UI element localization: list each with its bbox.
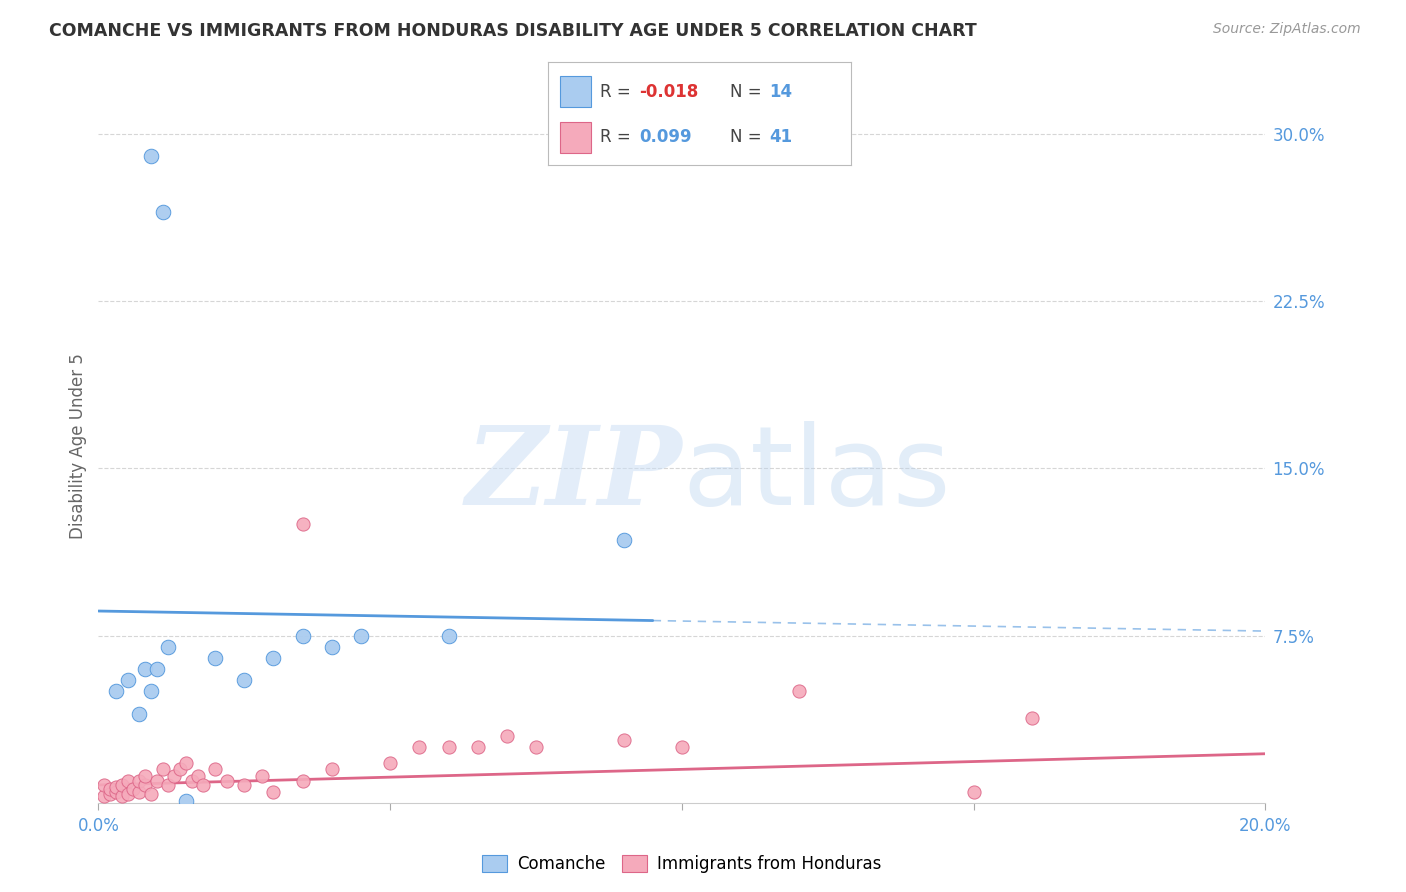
Point (163, 769, 186, 783)
Point (187, 769, 209, 783)
Point (962, 785, 984, 799)
Point (612, 533, 634, 547)
Text: 14: 14 (769, 83, 792, 101)
Point (134, 662, 156, 676)
Text: atlas: atlas (682, 421, 950, 528)
Point (104, 785, 127, 799)
Point (204, 762, 226, 776)
Text: 41: 41 (769, 128, 792, 146)
Point (98, 787, 121, 801)
Point (193, 778, 215, 792)
Text: COMANCHE VS IMMIGRANTS FROM HONDURAS DISABILITY AGE UNDER 5 CORRELATION CHART: COMANCHE VS IMMIGRANTS FROM HONDURAS DIS… (49, 22, 977, 40)
Point (524, 740, 547, 755)
Point (262, 785, 284, 799)
Point (134, 778, 156, 792)
Point (152, 204, 174, 219)
Point (612, 733, 634, 747)
Point (111, 778, 134, 792)
Point (291, 628, 314, 642)
Text: R =: R = (600, 128, 636, 146)
Point (157, 640, 180, 654)
Text: N =: N = (730, 128, 766, 146)
Point (169, 762, 191, 776)
Point (291, 773, 314, 788)
Text: ZIP: ZIP (465, 421, 682, 528)
Point (128, 773, 150, 788)
Point (262, 651, 284, 665)
Point (408, 740, 430, 755)
Point (250, 769, 273, 783)
Point (93, 778, 115, 792)
Point (128, 785, 150, 799)
Point (134, 769, 156, 783)
Y-axis label: Disability Age Under 5: Disability Age Under 5 (69, 353, 87, 539)
FancyBboxPatch shape (561, 122, 591, 153)
Point (495, 729, 517, 743)
FancyBboxPatch shape (561, 76, 591, 106)
Point (233, 778, 256, 792)
Legend: Comanche, Immigrants from Honduras: Comanche, Immigrants from Honduras (475, 848, 889, 880)
Point (122, 782, 145, 797)
Point (157, 778, 180, 792)
Point (117, 787, 139, 801)
Point (139, 787, 162, 801)
Point (437, 740, 460, 755)
Point (117, 673, 139, 687)
Point (180, 773, 202, 788)
Point (467, 740, 489, 755)
Point (146, 773, 169, 788)
Point (93, 789, 115, 803)
Point (204, 651, 226, 665)
Point (671, 740, 693, 755)
Point (128, 706, 150, 721)
Text: R =: R = (600, 83, 636, 101)
Point (350, 628, 373, 642)
Point (104, 684, 127, 698)
Point (174, 756, 197, 770)
Point (321, 762, 343, 776)
Point (104, 780, 127, 794)
Point (215, 773, 238, 788)
Point (378, 756, 402, 770)
Point (111, 789, 134, 803)
Text: 0.099: 0.099 (640, 128, 692, 146)
Point (437, 628, 460, 642)
Point (174, 794, 197, 808)
Point (787, 684, 810, 698)
Text: Source: ZipAtlas.com: Source: ZipAtlas.com (1213, 22, 1361, 37)
Point (139, 684, 162, 698)
Text: -0.018: -0.018 (640, 83, 699, 101)
Point (152, 762, 174, 776)
Point (139, 149, 162, 163)
Point (291, 517, 314, 532)
Point (98, 782, 121, 797)
Point (117, 773, 139, 788)
Point (1021, 711, 1043, 725)
Point (146, 662, 169, 676)
Point (321, 640, 343, 654)
Point (233, 673, 256, 687)
Text: N =: N = (730, 83, 766, 101)
